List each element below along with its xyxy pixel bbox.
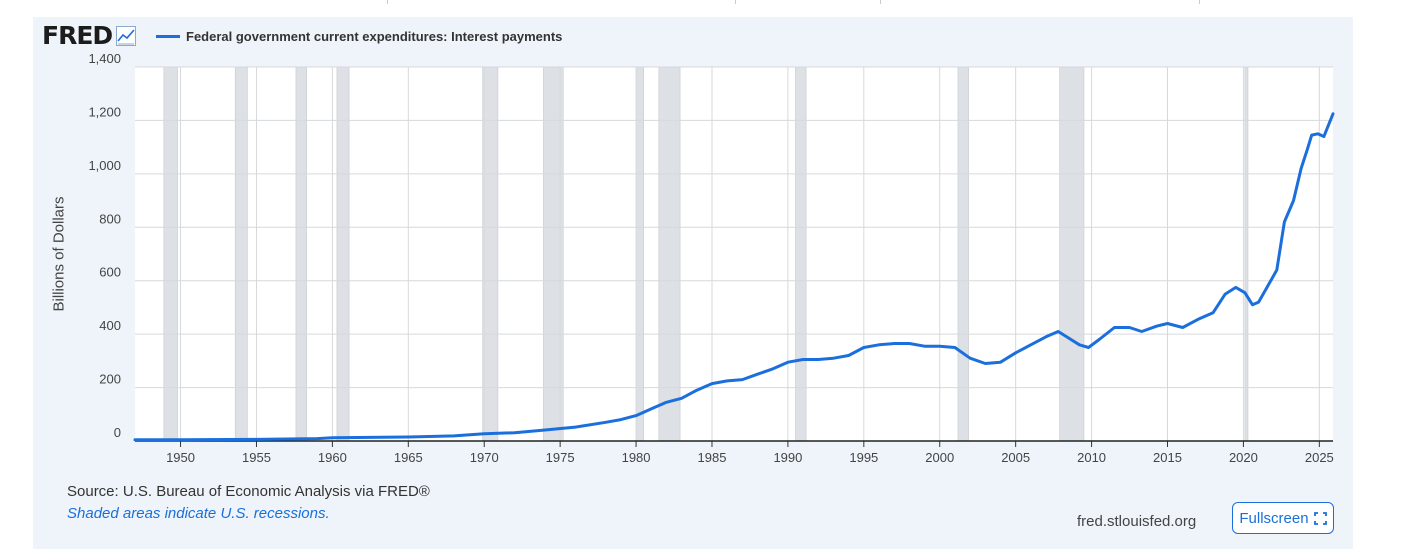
y-tick-label: 0 <box>114 425 121 440</box>
fullscreen-button[interactable]: Fullscreen <box>1232 502 1334 534</box>
line-chart-icon <box>116 25 137 46</box>
x-tick-label: 1970 <box>470 450 499 465</box>
logo-text: FRED <box>42 21 113 50</box>
y-tick-label: 1,000 <box>88 158 121 173</box>
expand-icon <box>1313 511 1327 525</box>
x-tick-label: 1955 <box>242 450 271 465</box>
y-tick-label: 800 <box>99 211 121 226</box>
x-tick-label: 2015 <box>1153 450 1182 465</box>
x-tick-label: 1950 <box>166 450 195 465</box>
x-tick-label: 1995 <box>849 450 878 465</box>
plot-area <box>135 67 1333 441</box>
recession-band <box>482 66 499 442</box>
recession-band <box>635 66 644 442</box>
x-tick-label: 1975 <box>546 450 575 465</box>
y-tick-label: 1,200 <box>88 104 121 119</box>
top-divider <box>0 0 1407 4</box>
x-tick-label: 1965 <box>394 450 423 465</box>
y-tick-label: 400 <box>99 318 121 333</box>
recession-band <box>1244 66 1249 442</box>
x-tick-label: 1960 <box>318 450 347 465</box>
recession-band <box>163 66 178 442</box>
x-tick-label: 2010 <box>1077 450 1106 465</box>
x-tick-label: 2020 <box>1229 450 1258 465</box>
recession-band <box>795 66 807 442</box>
y-tick-label: 200 <box>99 372 121 387</box>
recession-band <box>234 66 248 442</box>
x-tick-label: 2025 <box>1305 450 1334 465</box>
site-link[interactable]: fred.stlouisfed.org <box>1077 513 1197 530</box>
recession-band <box>658 66 681 442</box>
x-tick-label: 1990 <box>773 450 802 465</box>
y-tick-label: 600 <box>99 265 121 280</box>
recession-band <box>336 66 350 442</box>
x-tick-label: 2005 <box>1001 450 1030 465</box>
recession-note[interactable]: Shaded areas indicate U.S. recessions. <box>67 505 330 522</box>
x-tick-label: 1985 <box>698 450 727 465</box>
y-tick-label: 1,400 <box>88 51 121 66</box>
recession-band <box>295 66 307 442</box>
series-line <box>133 112 1335 442</box>
legend-label: Federal government current expenditures:… <box>186 29 563 44</box>
legend-swatch <box>156 35 180 38</box>
legend: Federal government current expenditures:… <box>156 29 562 44</box>
fullscreen-label: Fullscreen <box>1239 509 1309 527</box>
x-tick-label: 1980 <box>622 450 651 465</box>
recession-band <box>957 66 969 442</box>
source-note: Source: U.S. Bureau of Economic Analysis… <box>67 483 430 500</box>
fred-logo[interactable]: FRED <box>42 21 137 50</box>
recession-band <box>1059 66 1085 442</box>
x-tick-label: 2000 <box>925 450 954 465</box>
